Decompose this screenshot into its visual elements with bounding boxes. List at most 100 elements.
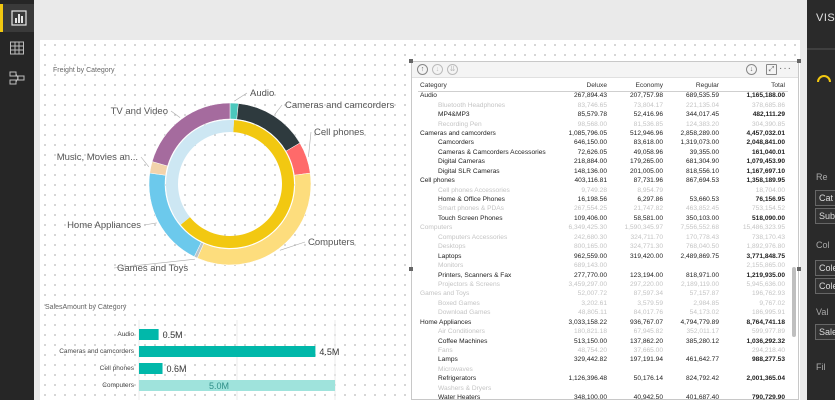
- matrix-subcategory-row[interactable]: Lamps 329,442.82 197,191.94 461,642.77 988,2…: [418, 355, 788, 364]
- matrix-subcategory-row[interactable]: Camcorders 646,150.00 83,618.00 1,319,073.0…: [418, 138, 788, 147]
- column-header[interactable]: Category: [418, 81, 552, 92]
- expand-next-level-icon[interactable]: ⇊: [447, 64, 458, 75]
- matrix-subcategory-row[interactable]: Coffee Machines 513,150.00 137,862.20 385,2…: [418, 336, 788, 345]
- matrix-category-row[interactable]: Cell phones 403,116.81 87,731.96 867,694.53…: [418, 176, 788, 185]
- column-header[interactable]: Regular: [666, 81, 722, 92]
- cell-value: 401,687.40: [685, 394, 719, 400]
- matrix-subcategory-row[interactable]: Washers & Dryers: [418, 384, 788, 393]
- cell-value: 5,945,636.00: [746, 280, 785, 288]
- cell-value: 85,579.78: [577, 111, 607, 119]
- matrix-category-row[interactable]: Computers 6,349,425.30 1,590,345.97 7,556,5…: [418, 223, 788, 232]
- columns-field[interactable]: Cole: [815, 260, 835, 276]
- donut-inner-slice[interactable]: [180, 120, 294, 248]
- column-header[interactable]: Total: [722, 81, 788, 92]
- matrix-scrollbar[interactable]: [792, 267, 796, 337]
- matrix-subcategory-row[interactable]: Cameras & Camcorders Accessories 72,626.0…: [418, 148, 788, 157]
- matrix-category-row[interactable]: Cameras and camcorders 1,085,796.05 512,94…: [418, 129, 788, 138]
- cell-value: 3,033,158.22: [568, 318, 607, 326]
- drill-down-mode-icon[interactable]: ↓: [432, 64, 443, 75]
- cell-value: 221,135.04: [685, 101, 719, 109]
- cell-value: 689,535.59: [685, 92, 719, 100]
- bar-category-label: Cell phones: [100, 365, 135, 372]
- gauge-visual-icon[interactable]: [817, 70, 831, 88]
- bar[interactable]: [139, 363, 163, 374]
- data-view-button[interactable]: [0, 34, 34, 62]
- row-label: Home Appliances: [420, 318, 472, 326]
- matrix-subcategory-row[interactable]: Touch Screen Phones 109,406.00 58,581.00 35…: [418, 214, 788, 223]
- matrix-subcategory-row[interactable]: Download Games 48,805.11 84,017.76 54,173.0…: [418, 308, 788, 317]
- cell-value: 52,416.96: [633, 111, 663, 119]
- cell-value: 512,946.96: [629, 129, 663, 137]
- column-header[interactable]: Economy: [610, 81, 666, 92]
- resize-handle[interactable]: [797, 267, 801, 271]
- matrix-subcategory-row[interactable]: Bluetooth Headphones 83,746.65 73,804.17 22…: [418, 100, 788, 109]
- matrix-subcategory-row[interactable]: Desktops 800,165.00 324,771.30 768,040.50 1,…: [418, 242, 788, 251]
- donut-outer-slice[interactable]: [196, 172, 312, 266]
- report-view-button[interactable]: [0, 4, 34, 32]
- matrix-subcategory-row[interactable]: Digital Cameras 218,884.00 179,265.00 681,3…: [418, 157, 788, 166]
- pane-label: Val: [816, 307, 829, 317]
- matrix-subcategory-row[interactable]: Printers, Scanners & Fax 277,770.00 123,19…: [418, 270, 788, 279]
- axis-field[interactable]: Cat: [815, 190, 835, 206]
- matrix-subcategory-row[interactable]: MP4&MP3 85,579.78 52,416.96 344,017.45 482,1…: [418, 110, 788, 119]
- matrix-subcategory-row[interactable]: Cell phones Accessories 9,749.28 8,954.79 1…: [418, 185, 788, 194]
- donut-slice-label: Music, Movies an...: [57, 152, 138, 163]
- matrix-subcategory-row[interactable]: Digital SLR Cameras 148,136.00 201,005.00 8…: [418, 167, 788, 176]
- donut-leader-line: [140, 156, 150, 168]
- matrix-subcategory-row[interactable]: Computers Accessories 242,680.30 324,711.7…: [418, 233, 788, 242]
- matrix-subcategory-row[interactable]: Refrigerators 1,126,396.48 50,176.14 824,79…: [418, 374, 788, 383]
- column-header[interactable]: Deluxe: [552, 81, 610, 92]
- columns-field[interactable]: Cole: [815, 278, 835, 294]
- matrix-subcategory-row[interactable]: Water Heaters 348,100.00 40,942.50 401,687.…: [418, 393, 788, 400]
- row-label: Laptops: [438, 252, 462, 260]
- row-label: Desktops: [438, 243, 466, 251]
- donut-chart[interactable]: Audio Cameras and camcorders Cell phones Co…: [45, 78, 405, 293]
- values-field[interactable]: Sale: [815, 324, 835, 340]
- matrix-subcategory-row[interactable]: Fans 48,754.20 37,665.00 294,218.40: [418, 346, 788, 355]
- matrix-category-row[interactable]: Games and Toys 52,007.72 87,597.34 57,157.8…: [418, 289, 788, 298]
- axis-field[interactable]: Sub: [815, 208, 835, 224]
- matrix-category-row[interactable]: Home Appliances 3,033,158.22 936,767.07 4,7…: [418, 318, 788, 327]
- cell-value: 324,771.30: [629, 243, 663, 251]
- resize-handle[interactable]: [409, 267, 413, 271]
- cell-value: 2,155,865.00: [746, 262, 785, 270]
- donut-inner-slice[interactable]: [166, 120, 235, 225]
- matrix-subcategory-row[interactable]: Projectors & Screens 3,459,297.00 297,220.…: [418, 280, 788, 289]
- cell-value: 6,349,425.30: [568, 224, 607, 232]
- matrix-subcategory-row[interactable]: Recording Pen 98,568.00 81,536.85 124,383.2…: [418, 119, 788, 128]
- matrix-subcategory-row[interactable]: Air Conditioners 180,821.18 67,945.82 352,0…: [418, 327, 788, 336]
- cell-value: 37,665.00: [633, 347, 663, 355]
- drill-down-icon[interactable]: ↓: [746, 64, 757, 75]
- resize-handle[interactable]: [409, 59, 413, 63]
- cell-value: 179,265.00: [629, 158, 663, 166]
- matrix-subcategory-row[interactable]: Laptops 962,559.00 319,420.00 2,489,869.75 3…: [418, 251, 788, 260]
- resize-handle[interactable]: [797, 59, 801, 63]
- matrix-visual[interactable]: ↑ ↓ ⇊ ↓ ⤢ ··· Category Deluxe Economy Re…: [411, 61, 799, 400]
- cell-value: 52,007.72: [577, 290, 607, 298]
- bar[interactable]: [139, 380, 335, 391]
- bar-value-label: 0.5M: [163, 330, 183, 340]
- matrix-category-row[interactable]: Audio 267,894.43 207,757.98 689,535.59 1,165…: [418, 91, 788, 100]
- relationships-view-button[interactable]: [0, 64, 34, 92]
- bar-chart[interactable]: Audio 0.5M Cameras and camcorders 4.5M Cell …: [45, 312, 400, 400]
- matrix-subcategory-row[interactable]: Microwaves: [418, 365, 788, 374]
- drill-up-icon[interactable]: ↑: [417, 64, 428, 75]
- more-options-icon[interactable]: ···: [779, 63, 792, 74]
- matrix-subcategory-row[interactable]: Smart phones & PDAs 267,554.25 21,747.82 46…: [418, 204, 788, 213]
- matrix-subcategory-row[interactable]: Home & Office Phones 16,198.56 6,297.86 53,…: [418, 195, 788, 204]
- focus-mode-icon[interactable]: ⤢: [766, 64, 777, 75]
- matrix-subcategory-row[interactable]: Boxed Games 3,202.61 3,579.59 2,984.85 9,767…: [418, 299, 788, 308]
- bar[interactable]: [139, 329, 159, 340]
- bar[interactable]: [139, 346, 316, 357]
- cell-value: 242,680.30: [573, 233, 607, 241]
- cell-value: 461,642.77: [685, 356, 719, 364]
- cell-value: 186,995.91: [751, 309, 785, 317]
- pane-label: Re: [816, 172, 828, 182]
- matrix-subcategory-row[interactable]: Monitors 689,143.00 2,155,865.00: [418, 261, 788, 270]
- cell-value: 277,770.00: [573, 271, 607, 279]
- donut-outer-slice[interactable]: [151, 102, 231, 167]
- cell-value: 518,090.00: [751, 214, 785, 222]
- bar-chart-title: SalesAmount by Category: [45, 304, 127, 311]
- bar-value-label: 5.0M: [209, 381, 229, 391]
- cell-value: 123,194.00: [629, 271, 663, 279]
